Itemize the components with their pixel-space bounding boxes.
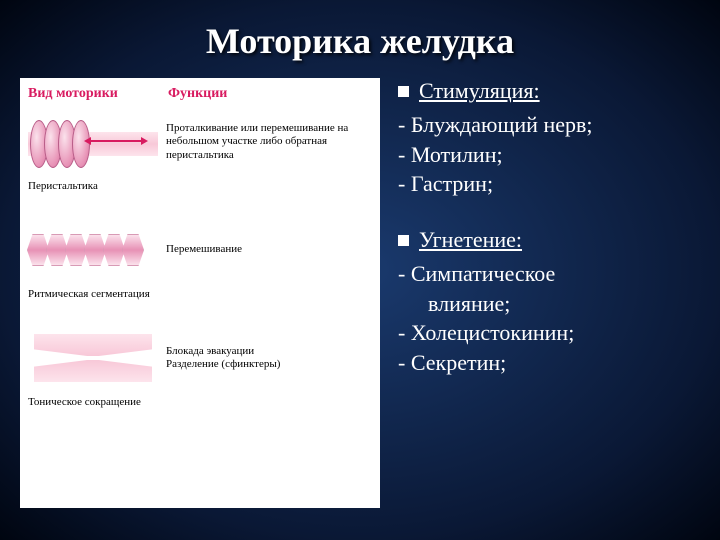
- stimulation-heading: Стимуляция:: [419, 78, 540, 104]
- diagram-row-peristalsis: Проталкивание или перемешивание на небол…: [20, 106, 380, 178]
- list-item: - Холецистокинин;: [398, 318, 700, 348]
- tonic-visual: [28, 328, 158, 388]
- diagram-row-tonic: Блокада эвакуации Разделение (сфинктеры): [20, 322, 380, 394]
- peristalsis-visual: [28, 112, 158, 172]
- bullet-square-icon: [398, 86, 409, 97]
- segmentation-label: Ритмическая сегментация: [20, 286, 380, 308]
- list-item: - Блуждающий нерв;: [398, 110, 700, 140]
- diagram-header-left: Вид моторики: [28, 86, 168, 102]
- section-inhibition: Угнетение: - Симпатическое влияние; - Хо…: [398, 227, 700, 378]
- motility-diagram: Вид моторики Функции Проталкивание или п…: [20, 78, 380, 508]
- text-panel: Стимуляция: - Блуждающий нерв; - Мотилин…: [380, 78, 700, 518]
- bullet-square-icon: [398, 235, 409, 246]
- diagram-row-segmentation: Перемешивание: [20, 214, 380, 286]
- segmentation-desc: Перемешивание: [158, 243, 242, 256]
- inhibition-heading: Угнетение:: [419, 227, 522, 253]
- list-item: - Гастрин;: [398, 169, 700, 199]
- tonic-desc: Блокада эвакуации Разделение (сфинктеры): [158, 345, 280, 371]
- content-area: Вид моторики Функции Проталкивание или п…: [0, 78, 720, 518]
- peristalsis-label: Перистальтика: [20, 178, 380, 200]
- list-item: - Мотилин;: [398, 140, 700, 170]
- peristalsis-desc: Проталкивание или перемешивание на небол…: [158, 122, 372, 162]
- diagram-header: Вид моторики Функции: [20, 78, 380, 106]
- diagram-header-right: Функции: [168, 86, 227, 102]
- list-item-indent: влияние;: [398, 289, 700, 319]
- section-stimulation: Стимуляция: - Блуждающий нерв; - Мотилин…: [398, 78, 700, 199]
- list-item: - Симпатическое: [398, 259, 700, 289]
- slide-title: Моторика желудка: [0, 0, 720, 78]
- segmentation-visual: [28, 220, 158, 280]
- tonic-label: Тоническое сокращение: [20, 394, 380, 416]
- section-heading: Стимуляция:: [398, 78, 700, 104]
- list-item: - Секретин;: [398, 348, 700, 378]
- section-heading: Угнетение:: [398, 227, 700, 253]
